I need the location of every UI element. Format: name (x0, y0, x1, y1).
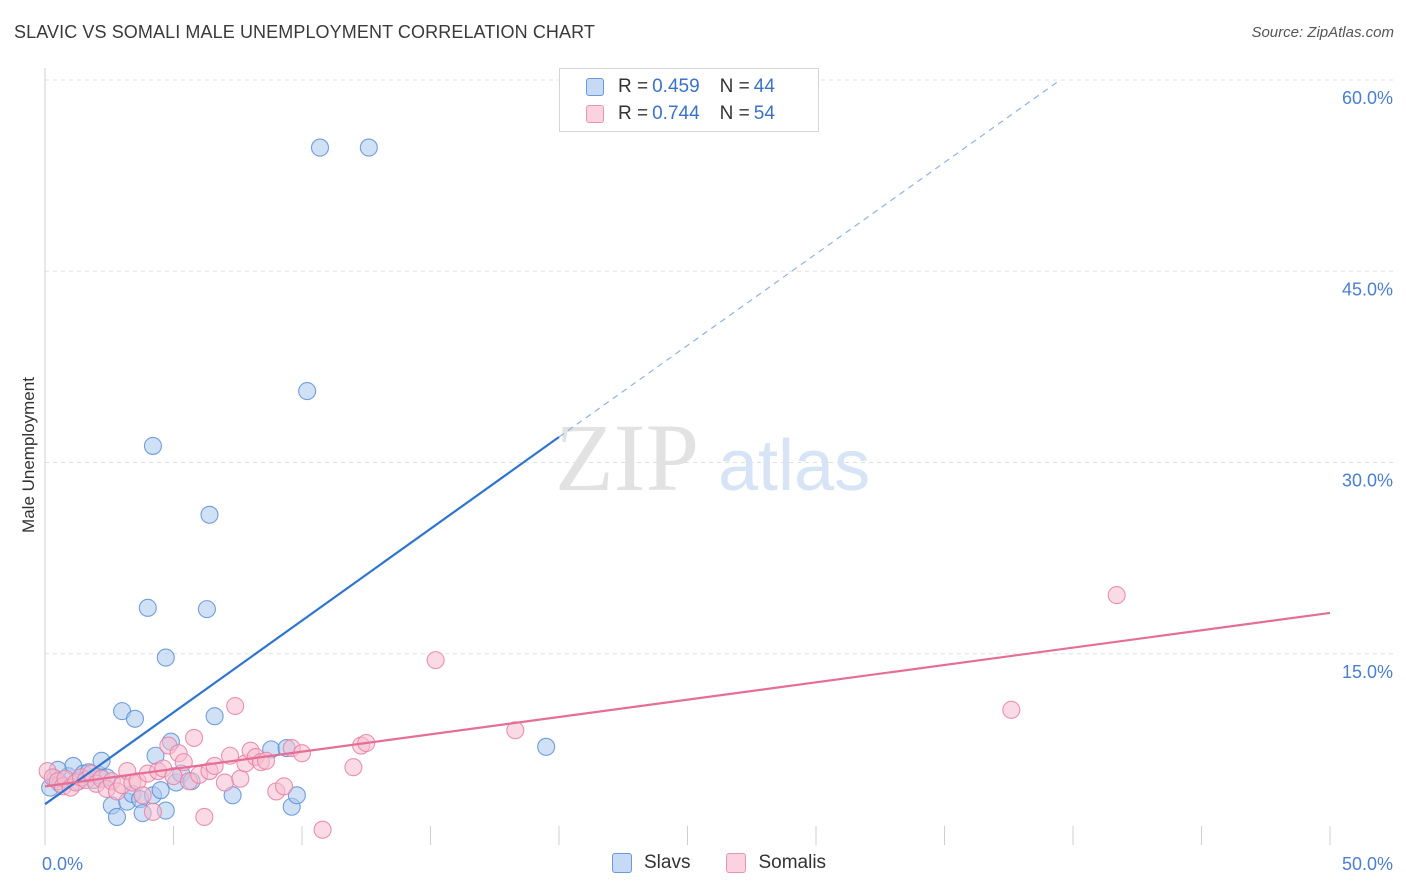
trend-line-slavs (44, 436, 560, 806)
legend-n-value: 54 (753, 103, 775, 124)
point-slavs (125, 709, 144, 728)
point-slavs (359, 138, 378, 157)
point-somalis (185, 728, 204, 747)
point-somalis (274, 777, 294, 796)
legend-swatch-somalis (586, 105, 604, 123)
trend-line-somalis (44, 611, 1331, 788)
legend-row-slavs: R = 0.459 N = 44 (586, 76, 775, 98)
point-somalis (231, 769, 250, 788)
legend-item-slavs[interactable]: Slavs (612, 852, 690, 874)
legend-r-value: 0.744 (652, 103, 700, 124)
legend-label-somalis: Somalis (758, 852, 827, 873)
point-slavs (537, 737, 556, 756)
stats-legend: R = 0.459 N = 44 R = 0.744 N = 54 (559, 68, 819, 132)
legend-item-somalis[interactable]: Somalis (726, 852, 826, 874)
point-slavs (107, 807, 127, 827)
point-somalis (133, 786, 152, 805)
x-tick-label: 0.0% (42, 854, 83, 874)
point-somalis (1002, 700, 1021, 719)
legend-label-slavs: Slavs (644, 852, 691, 873)
watermark: ZIP atlas (555, 404, 870, 511)
point-slavs (310, 138, 330, 157)
point-slavs (151, 781, 170, 800)
point-somalis (226, 696, 245, 716)
watermark-zip: ZIP (555, 404, 699, 511)
point-slavs (156, 648, 175, 667)
point-somalis (143, 802, 162, 821)
legend-r-value: 0.459 (652, 76, 700, 97)
chart-title: SLAVIC VS SOMALI MALE UNEMPLOYMENT CORRE… (14, 22, 595, 42)
point-slavs (205, 707, 224, 726)
y-tick-label: 30.0% (1342, 471, 1393, 491)
point-somalis (344, 758, 363, 777)
y-tick-label: 45.0% (1342, 279, 1393, 299)
watermark-atlas: atlas (718, 426, 870, 506)
point-somalis (313, 820, 332, 839)
point-slavs (200, 505, 219, 524)
legend-n-label: N = (719, 103, 750, 124)
legend-swatch-slavs (586, 78, 604, 96)
point-slavs (138, 598, 157, 617)
point-somalis (1107, 586, 1126, 605)
source-label: Source: ZipAtlas.com (1251, 24, 1394, 41)
point-somalis (195, 807, 214, 827)
y-axis-title: Male Unemployment (19, 377, 38, 533)
x-tick-labels: 0.0% 50.0% (42, 854, 1393, 874)
legend-n-value: 44 (753, 76, 775, 97)
y-tick-label: 15.0% (1342, 662, 1393, 682)
trend-lines (44, 79, 1331, 806)
axes (44, 68, 1331, 845)
point-slavs (92, 751, 111, 770)
point-somalis (426, 651, 445, 670)
y-tick-labels: 15.0% 30.0% 45.0% 60.0% (1342, 88, 1393, 682)
legend-r-label: R = (618, 76, 649, 97)
legend-r-label: R = (618, 103, 649, 124)
legend-n-label: N = (719, 76, 750, 97)
legend-row-somalis: R = 0.744 N = 54 (586, 103, 775, 125)
point-slavs (143, 436, 162, 455)
point-slavs (197, 600, 216, 619)
point-slavs (298, 382, 317, 401)
trend-extension-slavs (558, 79, 1061, 438)
legend-swatch-slavs (612, 853, 632, 873)
grid-lines (45, 79, 1395, 655)
x-tick-label: 50.0% (1342, 854, 1393, 874)
point-somalis (215, 773, 234, 792)
point-somalis (205, 756, 224, 776)
point-somalis (506, 721, 525, 740)
legend-swatch-somalis (726, 853, 747, 873)
point-slavs (287, 786, 306, 805)
y-tick-label: 60.0% (1342, 88, 1393, 108)
series-legend: Slavs Somalis (612, 852, 862, 874)
